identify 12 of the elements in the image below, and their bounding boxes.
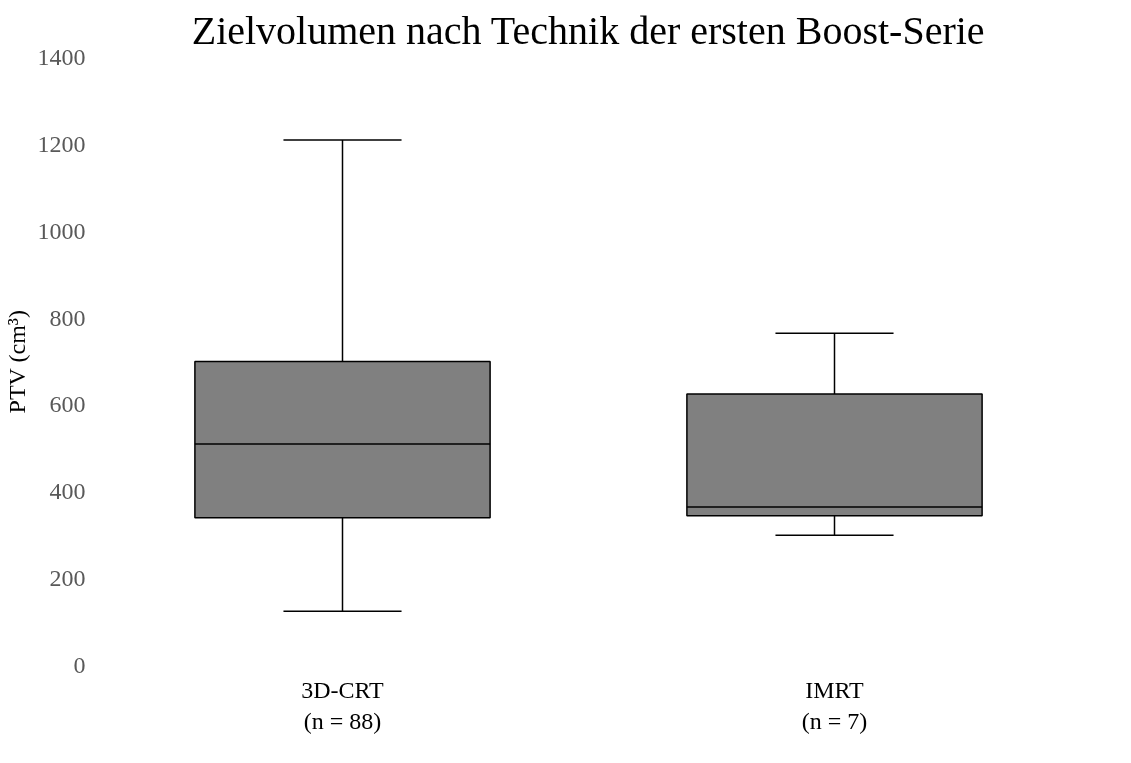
y-tick-label: 800 bbox=[49, 304, 86, 331]
y-axis-title: PTV (cm³) bbox=[3, 310, 30, 414]
y-tick-label: 0 bbox=[73, 652, 86, 678]
x-tick-label: 3D-CRT (n = 88) bbox=[301, 676, 385, 734]
chart-title: Zielvolumen nach Technik der ersten Boost-Serie bbox=[191, 7, 985, 53]
y-tick-label: 1400 bbox=[37, 44, 86, 70]
y-tick-label: 600 bbox=[49, 391, 86, 418]
x-tick-label: IMRT (n = 7) bbox=[801, 676, 868, 734]
y-tick-label: 200 bbox=[49, 565, 86, 592]
y-tick-label: 1200 bbox=[37, 130, 86, 157]
y-tick-label: 400 bbox=[49, 478, 86, 505]
y-tick-label: 1000 bbox=[37, 217, 86, 244]
